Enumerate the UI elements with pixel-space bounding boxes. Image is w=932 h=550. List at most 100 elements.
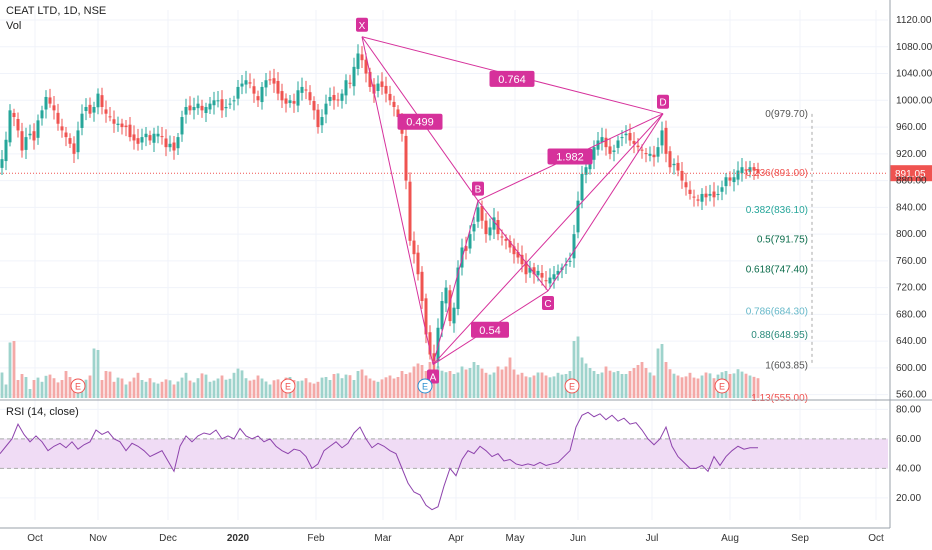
ratio-label: 0.54 [479, 325, 500, 337]
volume-bar [580, 357, 584, 398]
price-tick-label: 560.00 [896, 390, 927, 401]
volume-bar [756, 378, 760, 398]
volume-bar [456, 372, 460, 398]
candle-body [236, 86, 240, 99]
volume-bar [476, 365, 480, 398]
ratio-label: 0.764 [498, 74, 526, 86]
earnings-marker: E [75, 382, 81, 392]
candle-body [212, 100, 216, 106]
volume-bar [180, 377, 184, 398]
candle-body [428, 332, 432, 355]
fib-level-label: 1.13(555.00) [751, 393, 808, 404]
candle-body [608, 146, 612, 154]
volume-bar [300, 380, 304, 398]
rsi-label: RSI (14, close) [6, 406, 79, 418]
candle-body [112, 119, 116, 124]
volume-bar [364, 375, 368, 398]
ratio-label: 1.982 [556, 152, 584, 164]
candle-body [344, 80, 348, 96]
candle-body [152, 133, 156, 143]
candle-body [4, 139, 8, 162]
candle-body [548, 277, 552, 284]
rsi-polyline [0, 411, 758, 511]
candle-body [748, 167, 752, 172]
pattern-leg [547, 113, 664, 292]
candle-body [444, 287, 448, 304]
candle-body [308, 92, 312, 101]
ratio-label-box [547, 148, 593, 165]
volume-bar [576, 336, 580, 398]
volume-bar [644, 368, 648, 398]
candle-body [300, 86, 304, 93]
volume-bar [540, 372, 544, 398]
volume-bar [648, 372, 652, 398]
volume-bar [40, 381, 44, 398]
volume-bar [308, 382, 312, 398]
candle-body [648, 153, 652, 156]
volume-bar [548, 377, 552, 398]
volume-bar [452, 374, 456, 398]
candle-body [424, 298, 428, 335]
volume-bar [704, 372, 708, 398]
volume-bar [392, 378, 396, 398]
candle-body [524, 261, 528, 275]
volume-bar [0, 372, 4, 398]
volume-bar [248, 380, 252, 398]
volume-bar [656, 348, 660, 398]
volume-bar [184, 372, 188, 398]
volume-bar [132, 377, 136, 398]
candle-body [408, 181, 412, 241]
volume-bar [596, 374, 600, 398]
candle-body [384, 85, 388, 94]
volume-bar [360, 369, 364, 398]
ratio-label-box [471, 321, 509, 338]
candle-body [500, 236, 504, 238]
candle-body [208, 103, 212, 110]
candle-body [720, 187, 724, 192]
candle-body [16, 118, 20, 131]
candle-body [492, 217, 496, 230]
volume-bar [700, 375, 704, 398]
volume-bar [740, 371, 744, 398]
volume-bar [60, 380, 64, 398]
volume-bar [712, 378, 716, 398]
candle-body [480, 205, 484, 221]
volume-bar [448, 371, 452, 398]
volume-bar [240, 370, 244, 398]
current-price-tag-bg [890, 165, 932, 182]
volume-bar [572, 341, 576, 398]
volume-bar [612, 372, 616, 398]
current-price-tag: 891.05 [895, 169, 926, 180]
candle-body [156, 133, 160, 137]
candle-body [220, 99, 224, 111]
candle-body [644, 153, 648, 155]
candle-body [680, 170, 684, 181]
earnings-marker: E [422, 382, 428, 392]
pattern-leg [432, 200, 479, 365]
volume-bar [44, 375, 48, 398]
volume-bar [148, 378, 152, 398]
candle-body [164, 138, 168, 148]
volume-bar [640, 362, 644, 398]
volume-bar [732, 373, 736, 398]
candle-body [252, 86, 256, 94]
candle-body [288, 100, 292, 104]
candle-body [204, 107, 208, 114]
earnings-marker-circle [70, 378, 86, 394]
ratio-label-box [397, 113, 443, 130]
volume-bar [112, 381, 116, 398]
volume-bar [680, 377, 684, 398]
candle-body [276, 80, 280, 94]
candle-body [592, 147, 596, 160]
candle-body [628, 133, 632, 141]
candle-body [72, 143, 76, 154]
candle-body [60, 126, 64, 131]
volume-bar [472, 362, 476, 398]
candle-body [108, 116, 112, 118]
candle-body [396, 109, 400, 118]
candle-body [120, 123, 124, 128]
time-tick-label: Feb [307, 533, 325, 544]
volume-bar [120, 378, 124, 398]
chart-title: CEAT LTD, 1D, NSE [6, 5, 106, 17]
